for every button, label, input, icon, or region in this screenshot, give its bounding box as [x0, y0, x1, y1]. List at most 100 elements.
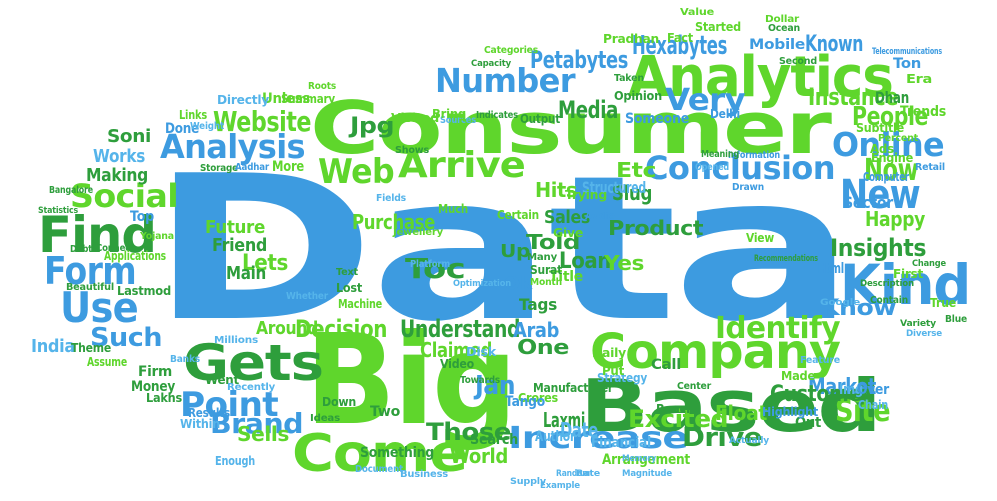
- word-google: Google: [820, 298, 861, 308]
- word-bangalore: Bangalore: [49, 185, 93, 196]
- word-product: Product: [608, 216, 704, 240]
- word-center: Center: [677, 381, 711, 392]
- word-magnitude: Magnitude: [622, 469, 672, 479]
- word-meaning: Meaning: [701, 149, 739, 160]
- word-recommendations: Recommendations: [754, 254, 818, 264]
- word-tags: Tags: [519, 295, 557, 314]
- word-such: Such: [90, 323, 163, 353]
- word-social: Social: [70, 177, 179, 215]
- word-millions: Millions: [214, 335, 258, 346]
- word-structured: Structured: [582, 178, 647, 197]
- word-trends: Trends: [900, 104, 947, 120]
- word-yojana: Yojana: [140, 231, 174, 242]
- word-random: Random: [556, 469, 591, 479]
- word-yes: Yes: [604, 251, 644, 275]
- word-blue: Blue: [945, 314, 968, 325]
- word-put: Put: [602, 364, 625, 378]
- word-machine: Machine: [338, 297, 383, 311]
- word-two: Two: [370, 404, 401, 420]
- word-give: Give: [553, 226, 584, 240]
- word-dhan: Dhan: [875, 88, 910, 107]
- word-understand: Understand: [400, 315, 521, 343]
- word-percent: Percent: [878, 133, 918, 144]
- word-analytics: Analytics: [628, 45, 894, 110]
- word-html: Html: [818, 261, 845, 277]
- word-future: Future: [205, 217, 265, 238]
- word-dollar: Dollar: [765, 14, 800, 25]
- word-banks: Banks: [170, 354, 201, 365]
- word-summary: Summary: [281, 92, 336, 106]
- word-form: Form: [44, 249, 137, 293]
- word-lost: Lost: [336, 281, 363, 295]
- word-up: Up: [500, 241, 530, 262]
- word-lets: Lets: [242, 251, 289, 276]
- word-friend: Friend: [212, 235, 268, 256]
- word-view: View: [746, 231, 775, 245]
- word-etc: Etc: [616, 158, 656, 182]
- word-known: Known: [805, 32, 864, 57]
- word-taken: Taken: [614, 73, 644, 84]
- word-company: Company: [590, 324, 841, 380]
- word-towards: Towards: [460, 375, 501, 386]
- word-sales: Sales: [544, 207, 591, 228]
- word-arab: Arab: [513, 318, 559, 342]
- word-computer: Computer: [863, 170, 909, 184]
- word-author: Author: [535, 429, 576, 445]
- word-fact: Fact: [667, 31, 694, 45]
- word-unless: Unless: [262, 91, 310, 107]
- word-era: Era: [906, 72, 932, 86]
- word-mobile: Mobile: [749, 37, 805, 53]
- word-soni: Soni: [107, 126, 151, 147]
- word-laxmi: Laxmi: [543, 408, 586, 432]
- word-loan: Loan: [559, 249, 611, 274]
- word-very: Very: [665, 83, 746, 118]
- word-first: First: [893, 267, 924, 281]
- word-arrangement: Arrangement: [602, 452, 690, 468]
- word-feature: Feature: [800, 355, 840, 366]
- word-debt: Debt: [70, 244, 93, 255]
- word-find: Find: [38, 206, 157, 264]
- word-identify: Identify: [715, 311, 841, 346]
- word-indicates: Indicates: [476, 110, 519, 121]
- word-sells: Sells: [237, 422, 290, 446]
- word-trying: Trying: [565, 188, 607, 202]
- word-consumer: Consumer: [310, 86, 832, 170]
- word-site: Site: [835, 394, 891, 429]
- word-visited: Visited: [391, 111, 439, 125]
- word-applications: Applications: [104, 249, 166, 263]
- word-insights: Insights: [830, 234, 927, 262]
- word-hexabytes: Hexabytes: [632, 31, 728, 61]
- word-pradhan: Pradhan: [603, 32, 660, 46]
- word-document: Document: [355, 464, 403, 475]
- word-number: Number: [435, 61, 576, 100]
- word-information: Information: [728, 150, 780, 161]
- word-output: Output: [520, 112, 560, 126]
- word-contain: Contain: [870, 295, 908, 306]
- word-example: Example: [540, 481, 580, 491]
- word-actually: Actually: [729, 436, 770, 446]
- word-enough: Enough: [215, 454, 255, 468]
- word-happy: Happy: [865, 207, 925, 231]
- word-variety: Variety: [900, 319, 937, 329]
- word-certain: Certain: [497, 208, 540, 222]
- word-platform: Platform: [410, 259, 450, 270]
- word-shows: Shows: [395, 145, 430, 156]
- word-jpg: Jpg: [350, 114, 395, 139]
- word-ocean: Ocean: [768, 23, 801, 34]
- word-results: Results: [188, 406, 231, 420]
- word-roots: Roots: [308, 81, 337, 92]
- word-assume: Assume: [87, 355, 127, 369]
- word-arrive: Arrive: [398, 145, 526, 186]
- word-web: Web: [318, 152, 395, 192]
- word-making: Making: [86, 165, 148, 186]
- word-people: People: [852, 102, 929, 132]
- word-true: True: [930, 296, 957, 310]
- word-data: Data: [150, 133, 856, 366]
- word-weight: Weight: [190, 121, 224, 132]
- word-ideas: Ideas: [310, 413, 340, 424]
- word-money: Money: [131, 379, 176, 395]
- word-conclusion: Conclusion: [645, 149, 836, 187]
- word-telecommunications: Telecommunications: [872, 47, 943, 57]
- word-drive: Drive: [682, 423, 763, 453]
- word-works: Works: [93, 146, 146, 167]
